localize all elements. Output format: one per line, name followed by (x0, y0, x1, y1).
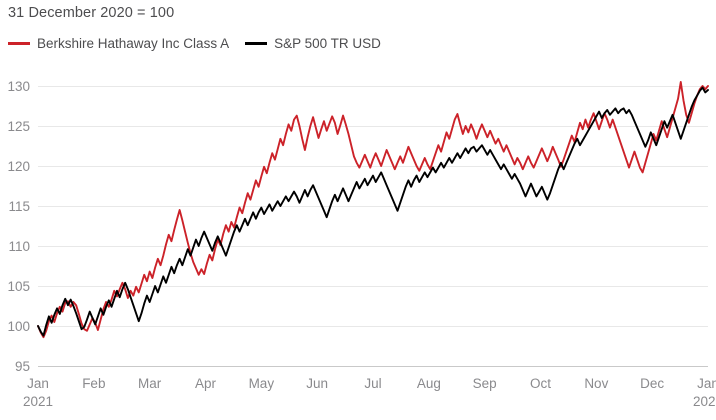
x-axis-tick-labels: Jan 2021 Feb Mar Apr May Jun Jul Aug Sep Oct Nov Dec… (23, 376, 716, 409)
x-tick-may-4: May (249, 376, 275, 391)
gridlines (38, 86, 708, 367)
x-tick-aug-7: Aug (417, 376, 441, 391)
series-layer (37, 81, 709, 339)
x-tick-mar-2: Mar (138, 376, 162, 391)
chart-legend: Berkshire Hathaway Inc Class A S&P 500 T… (8, 36, 381, 51)
series-line-berkshire (37, 81, 709, 339)
y-tick-100: 100 (7, 319, 30, 334)
x-tick-jun-5: Jun (306, 376, 328, 391)
y-tick-125: 125 (7, 119, 30, 134)
x-tick-jul-6: Jul (364, 376, 381, 391)
y-tick-115: 115 (8, 199, 30, 214)
series-line-sp500 (37, 86, 709, 337)
legend-swatch-sp500 (245, 42, 268, 45)
x-tick-year-2021: 2021 (23, 394, 53, 409)
legend-label-berkshire: Berkshire Hathaway Inc Class A (37, 36, 230, 51)
x-tick-year-2022: 2022 (693, 394, 716, 409)
x-tick-nov-10: Nov (584, 376, 608, 391)
y-tick-95: 95 (15, 359, 30, 374)
y-tick-120: 120 (7, 159, 30, 174)
x-tick-jan-12: Jan (697, 376, 716, 391)
x-tick-sep-8: Sep (473, 376, 497, 391)
y-tick-130: 130 (7, 79, 30, 94)
x-tick-apr-3: Apr (195, 376, 217, 391)
x-tick-jan-0: Jan (27, 376, 49, 391)
legend-label-sp500: S&P 500 TR USD (274, 36, 381, 51)
x-tick-dec-11: Dec (640, 376, 664, 391)
chart-title: 31 December 2020 = 100 (8, 5, 175, 21)
legend-item-sp500[interactable]: S&P 500 TR USD (245, 36, 381, 51)
y-tick-105: 105 (7, 279, 30, 294)
y-axis-tick-labels: 95 100 105 110 115 120 125 130 (7, 79, 30, 374)
legend-item-berkshire[interactable]: Berkshire Hathaway Inc Class A (8, 36, 229, 51)
legend-swatch-berkshire (8, 42, 30, 45)
x-tick-oct-9: Oct (530, 376, 551, 391)
y-tick-110: 110 (8, 239, 30, 254)
x-tick-feb-1: Feb (82, 376, 105, 391)
